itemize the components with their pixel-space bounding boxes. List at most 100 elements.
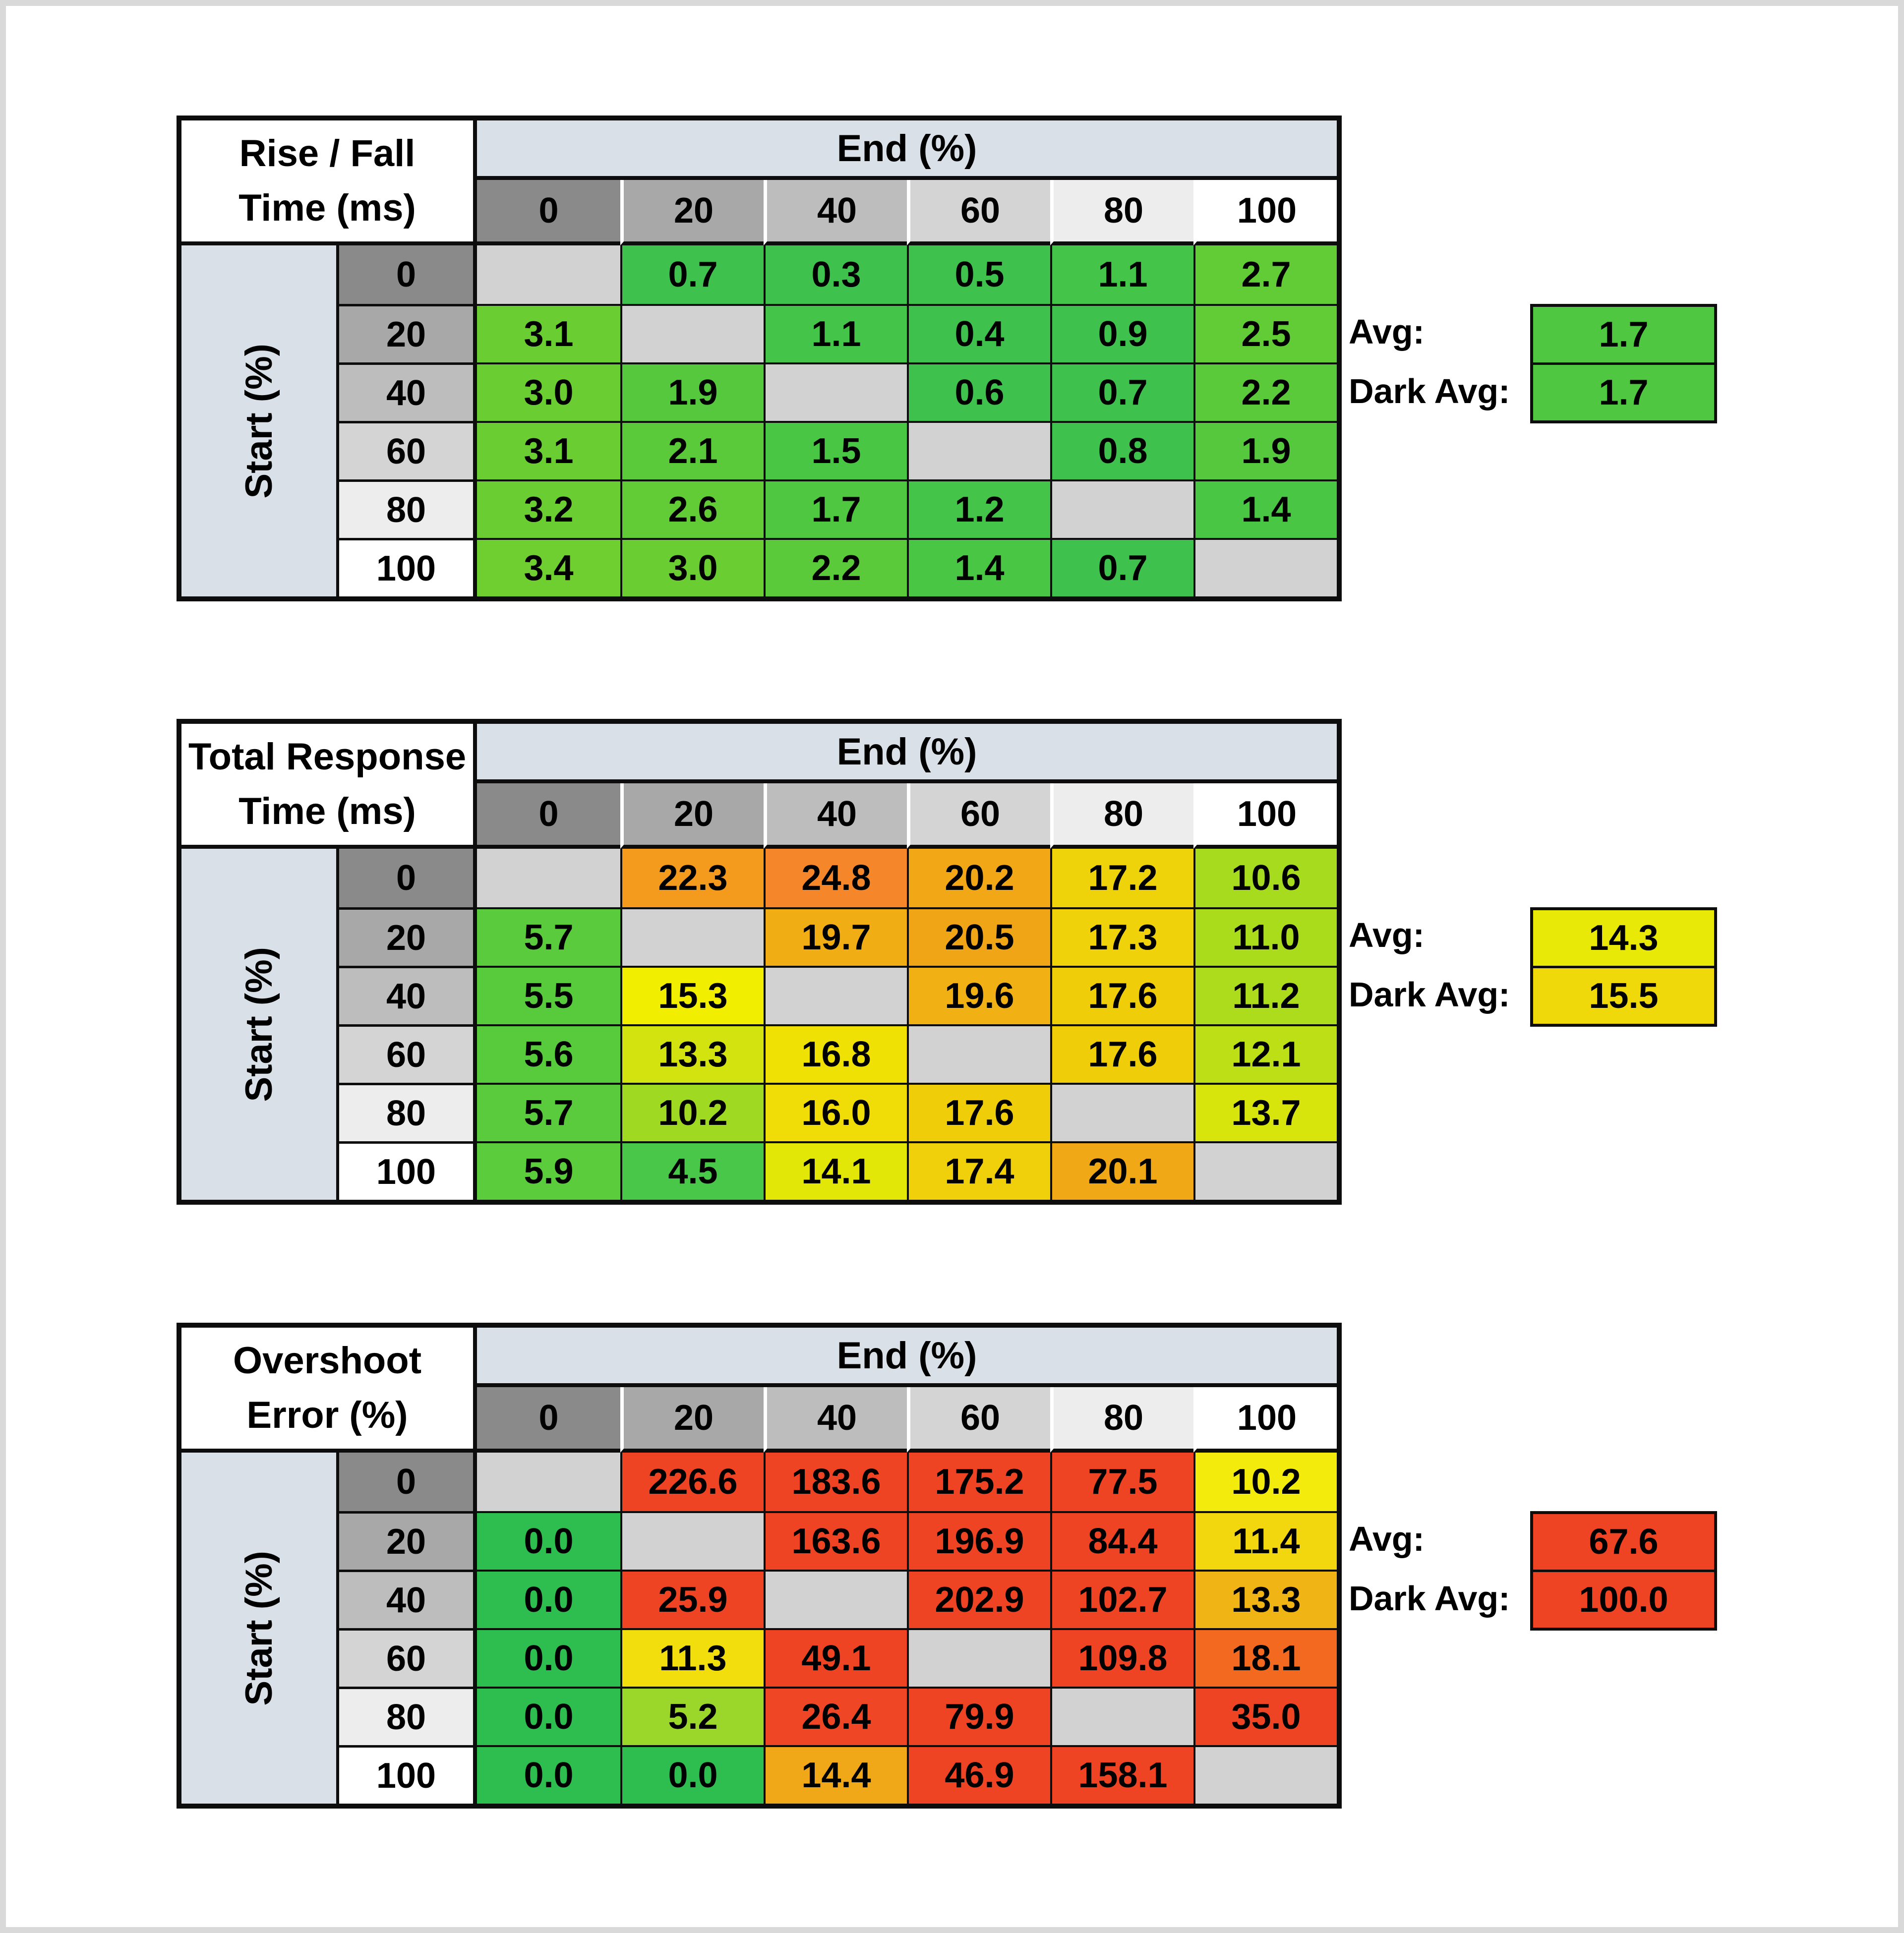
heatmap-cell: 13.3 bbox=[620, 1024, 764, 1083]
heatmap-cell: 12.1 bbox=[1193, 1024, 1337, 1083]
heatmap-cell: 3.1 bbox=[477, 304, 620, 362]
dark-avg-label: Dark Avg: bbox=[1349, 1579, 1510, 1618]
heatmap-cell: 3.0 bbox=[477, 362, 620, 421]
heatmap-cell: 1.9 bbox=[1193, 421, 1337, 479]
blank-cell bbox=[1193, 1745, 1337, 1804]
row-header-100: 100 bbox=[339, 1141, 477, 1200]
y-axis-label-text: Start (%) bbox=[238, 1550, 280, 1706]
heatmap-cell: 16.0 bbox=[764, 1083, 907, 1141]
heatmap-cell: 10.2 bbox=[620, 1083, 764, 1141]
column-header-80: 80 bbox=[1050, 783, 1193, 849]
table-title-line2: Error (%) bbox=[246, 1394, 408, 1436]
heatmap-cell: 17.6 bbox=[1050, 1024, 1193, 1083]
heatmap-cell: 5.7 bbox=[477, 1083, 620, 1141]
row-header-20: 20 bbox=[339, 907, 477, 966]
heatmap-cell: 10.2 bbox=[1193, 1453, 1337, 1511]
column-header-40: 40 bbox=[764, 1387, 907, 1453]
heatmap-cell: 202.9 bbox=[907, 1570, 1050, 1628]
heatmap-cell: 18.1 bbox=[1193, 1628, 1337, 1687]
heatmap-cell: 0.8 bbox=[1050, 421, 1193, 479]
avg-label: Avg: bbox=[1349, 312, 1425, 351]
heatmap-cell: 11.2 bbox=[1193, 966, 1337, 1024]
x-axis-label: End (%) bbox=[477, 120, 1337, 180]
heatmap-cell: 0.7 bbox=[1050, 362, 1193, 421]
heatmap-cell: 1.5 bbox=[764, 421, 907, 479]
blank-cell bbox=[907, 1628, 1050, 1687]
column-header-80: 80 bbox=[1050, 1387, 1193, 1453]
heatmap-cell: 0.7 bbox=[620, 245, 764, 304]
y-axis-label: Start (%) bbox=[181, 245, 339, 596]
blank-cell bbox=[620, 907, 764, 966]
heatmap-cell: 22.3 bbox=[620, 849, 764, 907]
heatmap-cell: 14.4 bbox=[764, 1745, 907, 1804]
column-header-0: 0 bbox=[477, 1387, 620, 1453]
blank-cell bbox=[477, 245, 620, 304]
table-title-line2: Time (ms) bbox=[238, 790, 416, 832]
heatmap-cell: 3.2 bbox=[477, 479, 620, 538]
heatmap-cell: 24.8 bbox=[764, 849, 907, 907]
heatmap-cell: 102.7 bbox=[1050, 1570, 1193, 1628]
heatmap-cell: 17.6 bbox=[1050, 966, 1193, 1024]
avg-label: Avg: bbox=[1349, 1520, 1425, 1558]
blank-cell bbox=[477, 849, 620, 907]
heatmap-cell: 2.7 bbox=[1193, 245, 1337, 304]
y-axis-label: Start (%) bbox=[181, 1453, 339, 1804]
column-header-40: 40 bbox=[764, 180, 907, 245]
heatmap-cell: 158.1 bbox=[1050, 1745, 1193, 1804]
column-header-80: 80 bbox=[1050, 180, 1193, 245]
blank-cell bbox=[907, 421, 1050, 479]
avg-value: 14.3 bbox=[1533, 910, 1714, 966]
heatmap-cell: 10.6 bbox=[1193, 849, 1337, 907]
heatmap-cell: 11.0 bbox=[1193, 907, 1337, 966]
column-header-100: 100 bbox=[1193, 783, 1337, 849]
row-header-40: 40 bbox=[339, 1570, 477, 1628]
heatmap-grid: Total Response Time (ms) End (%) Start (… bbox=[177, 719, 1342, 1205]
row-header-0: 0 bbox=[339, 245, 477, 304]
y-axis-label-text: Start (%) bbox=[238, 946, 280, 1102]
avg-box: 14.3 15.5 bbox=[1530, 907, 1717, 1027]
heatmap-cell: 2.5 bbox=[1193, 304, 1337, 362]
heatmap-cell: 19.7 bbox=[764, 907, 907, 966]
heatmap-cell: 13.3 bbox=[1193, 1570, 1337, 1628]
heatmap-cell: 13.7 bbox=[1193, 1083, 1337, 1141]
heatmap-cell: 11.3 bbox=[620, 1628, 764, 1687]
heatmap-cell: 15.3 bbox=[620, 966, 764, 1024]
heatmap-cell: 49.1 bbox=[764, 1628, 907, 1687]
row-header-100: 100 bbox=[339, 1745, 477, 1804]
column-header-20: 20 bbox=[620, 180, 764, 245]
heatmap-cell: 0.4 bbox=[907, 304, 1050, 362]
heatmap-cell: 5.2 bbox=[620, 1687, 764, 1745]
dark-avg-label: Dark Avg: bbox=[1349, 975, 1510, 1014]
blank-cell bbox=[764, 966, 907, 1024]
table-title: Rise / Fall Time (ms) bbox=[181, 120, 477, 245]
table-title: Total Response Time (ms) bbox=[181, 724, 477, 849]
heatmap-cell: 0.7 bbox=[1050, 538, 1193, 596]
heatmap-cell: 0.5 bbox=[907, 245, 1050, 304]
heatmap-cell: 84.4 bbox=[1050, 1511, 1193, 1570]
row-header-60: 60 bbox=[339, 421, 477, 479]
heatmap-cell: 5.9 bbox=[477, 1141, 620, 1200]
heatmap-cell: 0.0 bbox=[477, 1628, 620, 1687]
blank-cell bbox=[1050, 1083, 1193, 1141]
heatmap-cell: 109.8 bbox=[1050, 1628, 1193, 1687]
heatmap-cell: 1.4 bbox=[907, 538, 1050, 596]
row-header-0: 0 bbox=[339, 1453, 477, 1511]
table-title-line1: Rise / Fall bbox=[239, 132, 416, 175]
row-header-40: 40 bbox=[339, 362, 477, 421]
heatmap-cell: 1.1 bbox=[1050, 245, 1193, 304]
row-header-60: 60 bbox=[339, 1628, 477, 1687]
dark-avg-value: 15.5 bbox=[1533, 966, 1714, 1024]
heatmap-cell: 46.9 bbox=[907, 1745, 1050, 1804]
heatmap-cell: 19.6 bbox=[907, 966, 1050, 1024]
heatmap-cell: 14.1 bbox=[764, 1141, 907, 1200]
blank-cell bbox=[764, 1570, 907, 1628]
heatmap-cell: 2.2 bbox=[1193, 362, 1337, 421]
heatmap-cell: 0.6 bbox=[907, 362, 1050, 421]
row-header-80: 80 bbox=[339, 479, 477, 538]
heatmap-cell: 226.6 bbox=[620, 1453, 764, 1511]
column-header-0: 0 bbox=[477, 783, 620, 849]
heatmap-cell: 17.4 bbox=[907, 1141, 1050, 1200]
avg-value: 1.7 bbox=[1533, 307, 1714, 362]
heatmap-cell: 17.3 bbox=[1050, 907, 1193, 966]
